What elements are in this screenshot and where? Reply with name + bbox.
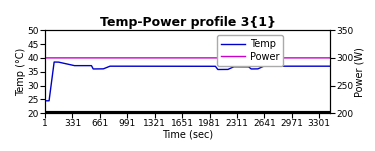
X-axis label: Time (sec): Time (sec) [162, 130, 213, 140]
Y-axis label: Power (W): Power (W) [355, 47, 365, 97]
Title: Temp-Power profile 3{1}: Temp-Power profile 3{1} [99, 16, 276, 29]
Legend: Temp, Power: Temp, Power [217, 35, 284, 66]
Y-axis label: Temp (°C): Temp (°C) [16, 48, 26, 96]
